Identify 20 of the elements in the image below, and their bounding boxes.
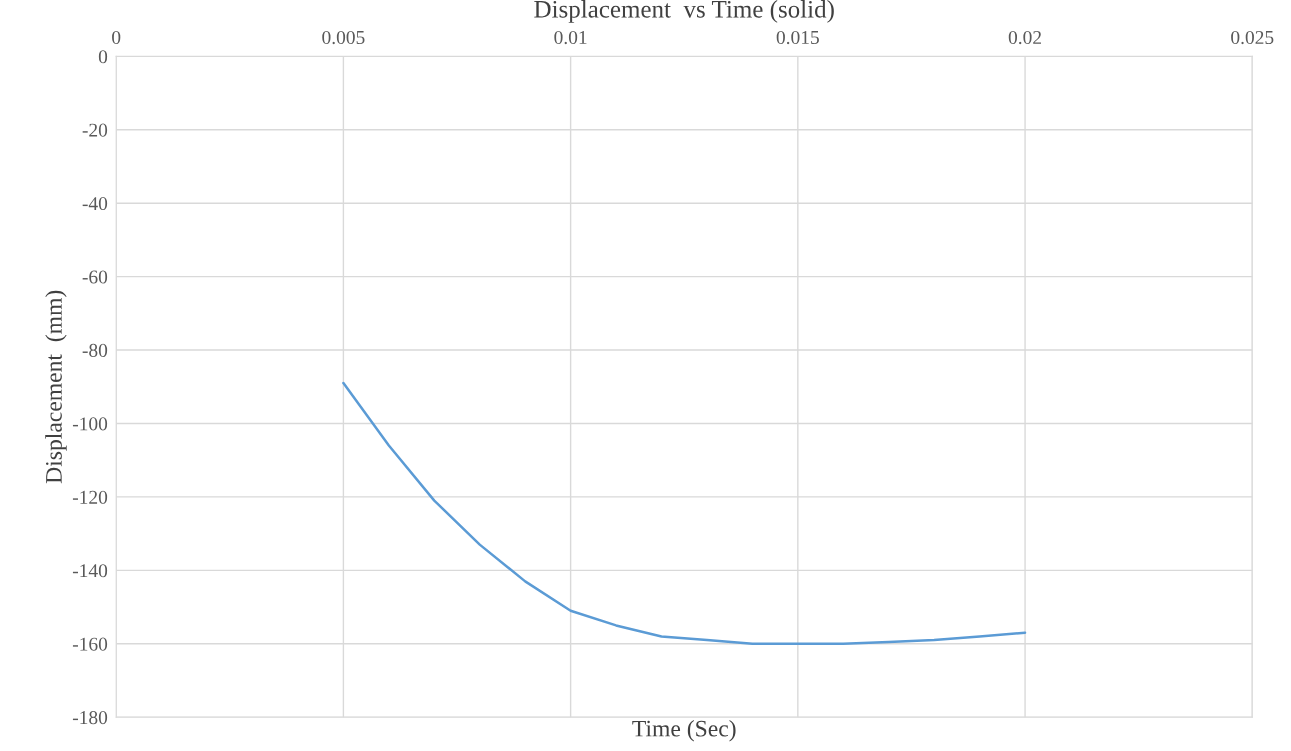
y-tick-label: -60: [82, 270, 108, 284]
y-tick-label: -40: [82, 197, 108, 211]
y-tick-label: -120: [72, 490, 108, 504]
y-tick-label: -160: [72, 637, 108, 651]
x-tick-label: 0.01: [554, 30, 587, 45]
x-tick-label: 0.02: [1008, 30, 1041, 45]
y-tick-label: -140: [72, 564, 108, 578]
x-tick-label: 0: [112, 30, 121, 45]
y-tick-label: -100: [72, 417, 108, 431]
line-series: [342, 381, 1027, 646]
x-axis-title: Time (Sec): [632, 719, 736, 742]
x-tick-label: 0.025: [1231, 30, 1274, 45]
y-tick-label: -180: [72, 711, 108, 725]
chart-title: Displacement vs Time (solid): [534, 0, 834, 23]
y-tick-label: -80: [82, 343, 108, 357]
y-axis-title: Displacement (mm): [45, 290, 67, 484]
x-tick-label: 0.015: [776, 30, 819, 45]
y-tick-label: 0: [98, 50, 108, 64]
x-tick-label: 0.005: [322, 30, 365, 45]
y-tick-label: -20: [82, 123, 108, 137]
